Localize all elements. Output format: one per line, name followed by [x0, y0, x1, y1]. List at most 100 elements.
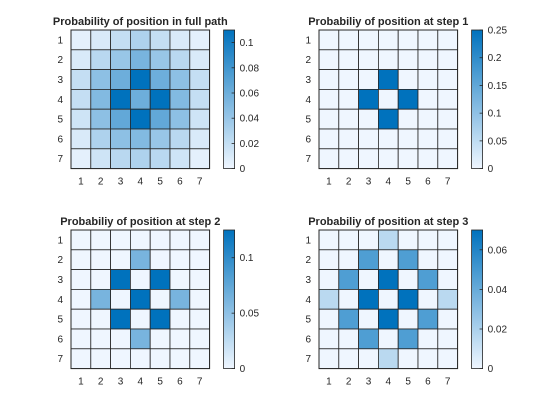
colorbar — [223, 29, 236, 170]
heatmap-cell — [397, 89, 419, 110]
heatmap-cell — [377, 348, 399, 369]
y-tick-label: 4 — [57, 95, 63, 106]
heatmap-cell — [318, 148, 340, 170]
x-tick-label: 5 — [157, 177, 163, 188]
heatmap-cell — [70, 29, 92, 51]
x-tick-label: 6 — [177, 377, 183, 388]
x-tick-label: 3 — [118, 377, 124, 388]
y-tick-label: 7 — [57, 154, 63, 165]
y-tick-label: 7 — [57, 354, 63, 365]
heatmap-cell — [437, 128, 458, 150]
y-tick-label: 2 — [57, 255, 63, 266]
x-tick-label: 5 — [405, 177, 411, 188]
colorbar-tick-label: 0.1 — [240, 38, 254, 49]
heatmap-cell — [129, 229, 151, 251]
heatmap-cell — [169, 249, 191, 271]
heatmap-cell — [110, 49, 131, 70]
heatmap-cell — [90, 288, 112, 310]
heatmap-cell — [169, 29, 191, 51]
heatmap-cell — [417, 148, 439, 170]
heatmap-cell — [358, 249, 379, 271]
heatmap-cell — [338, 49, 359, 70]
heatmap-cell — [318, 328, 340, 350]
colorbar-tick-label: 0.05 — [240, 309, 260, 320]
heatmap-cell — [129, 348, 151, 369]
heatmap-cell — [70, 69, 92, 90]
y-tick-label: 5 — [57, 115, 63, 126]
heatmap-cell — [397, 29, 419, 51]
heatmap-cell — [358, 128, 379, 150]
heatmap-cell — [397, 69, 419, 90]
heatmap-cell — [338, 229, 359, 251]
heatmap-panel-4: Probabiliy of position at step 3 1 2 3 4 5 6 7 1… — [305, 216, 507, 388]
x-tick-label: 1 — [78, 177, 84, 188]
chart-title: Probabiliy of position at step 2 — [60, 216, 220, 228]
plot-frame — [70, 229, 211, 370]
x-tick-label: 3 — [366, 377, 372, 388]
heatmap-cell — [417, 89, 439, 110]
heatmap-cell — [189, 269, 211, 290]
x-tick-label: 2 — [98, 177, 104, 188]
y-tick-label: 6 — [57, 334, 63, 345]
heatmap-cell — [318, 249, 340, 271]
x-tick-label: 6 — [425, 377, 431, 388]
heatmap-cell — [397, 348, 419, 369]
heatmap-cell — [189, 348, 211, 369]
heatmap-cell — [397, 328, 419, 350]
colorbar-tick-label: 0 — [488, 364, 494, 375]
heatmap-cell — [377, 269, 399, 290]
heatmap-cell — [90, 348, 112, 369]
heatmap-cell — [110, 148, 131, 170]
heatmap-cell — [437, 308, 458, 330]
colorbar-tick-label: 0.05 — [488, 136, 508, 147]
heatmap-cell — [397, 308, 419, 330]
heatmap-cell — [397, 148, 419, 170]
heatmap-cell — [169, 229, 191, 251]
colorbar-tick-label: 0.06 — [240, 89, 260, 100]
heatmap-panel-3: Probabiliy of position at step 2 1 2 3 4 5 6 7 1… — [57, 216, 259, 388]
heatmap-cell — [377, 148, 399, 170]
heatmap-cell — [437, 348, 458, 369]
heatmap-cell — [318, 348, 340, 369]
y-tick-label: 2 — [305, 55, 311, 66]
colorbar-tick-label: 0.08 — [240, 63, 260, 74]
heatmap-cell — [149, 269, 171, 290]
heatmap-cell — [110, 29, 131, 51]
colorbar-tick-label: 0 — [488, 164, 494, 175]
heatmap-cell — [129, 148, 151, 170]
plot-frame — [318, 229, 459, 370]
colorbar-tick-label: 0.06 — [488, 245, 508, 256]
y-tick-label: 5 — [305, 315, 311, 326]
heatmap-cell — [110, 128, 131, 150]
heatmap-cell — [397, 288, 419, 310]
y-tick-label: 7 — [305, 154, 311, 165]
colorbar-tick-label: 0 — [240, 164, 246, 175]
heatmap-cell — [437, 49, 458, 70]
heatmap-cell — [338, 269, 359, 290]
heatmap-cell — [358, 328, 379, 350]
plot-frame — [70, 29, 211, 170]
heatmap-cell — [169, 269, 191, 290]
heatmap-cell — [377, 328, 399, 350]
heatmap-cell — [417, 229, 439, 251]
heatmap-cell — [149, 29, 171, 51]
heatmap-cell — [110, 308, 131, 330]
heatmap-cell — [358, 229, 379, 251]
heatmap-cell — [397, 269, 419, 290]
heatmap-cell — [437, 89, 458, 110]
heatmap-cell — [318, 69, 340, 90]
heatmap-cell — [189, 29, 211, 51]
y-tick-label: 2 — [305, 255, 311, 266]
heatmap-cell — [417, 49, 439, 70]
heatmap-cell — [70, 49, 92, 70]
x-tick-label: 4 — [386, 377, 392, 388]
heatmap-cell — [417, 128, 439, 150]
heatmap-cell — [149, 108, 171, 130]
heatmap-cell — [417, 308, 439, 330]
heatmap-cell — [338, 69, 359, 90]
heatmap-cell — [338, 308, 359, 330]
heatmap-cell — [417, 29, 439, 51]
heatmap-cell — [149, 229, 171, 251]
heatmap-cell — [70, 108, 92, 130]
